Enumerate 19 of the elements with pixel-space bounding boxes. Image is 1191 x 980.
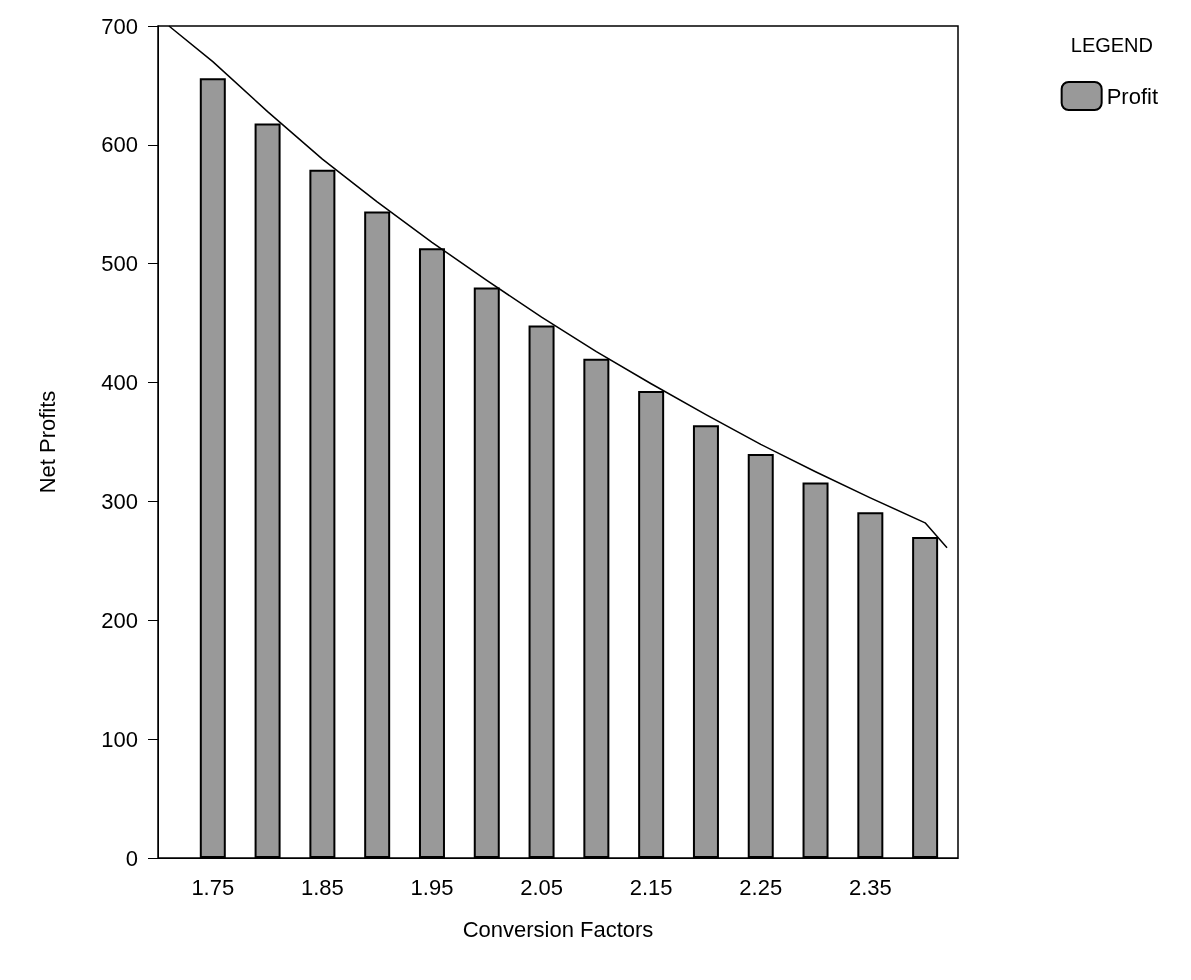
y-tick-label: 100 bbox=[101, 726, 138, 752]
y-tick-label: 700 bbox=[101, 13, 138, 39]
legend-label: Profit bbox=[1106, 83, 1159, 109]
x-tick-label: 1.95 bbox=[410, 874, 454, 900]
x-tick-label: 1.85 bbox=[300, 874, 344, 900]
x-tick-label: 2.15 bbox=[629, 874, 673, 900]
y-tick-label: 300 bbox=[101, 488, 138, 514]
y-tick-label: 200 bbox=[101, 607, 138, 633]
y-axis-title: Net Profits bbox=[34, 390, 60, 494]
y-tick-label: 500 bbox=[101, 251, 138, 277]
y-tick-label: 400 bbox=[101, 370, 138, 396]
x-tick-label: 2.35 bbox=[848, 874, 892, 900]
y-tick-label: 0 bbox=[125, 845, 138, 871]
x-axis-title: Conversion Factors bbox=[462, 916, 654, 942]
legend-title: LEGEND bbox=[1070, 34, 1153, 56]
x-tick-label: 2.25 bbox=[739, 874, 783, 900]
y-tick-label: 600 bbox=[101, 132, 138, 158]
x-tick-label: 1.75 bbox=[191, 874, 235, 900]
x-tick-label: 2.05 bbox=[520, 874, 563, 900]
